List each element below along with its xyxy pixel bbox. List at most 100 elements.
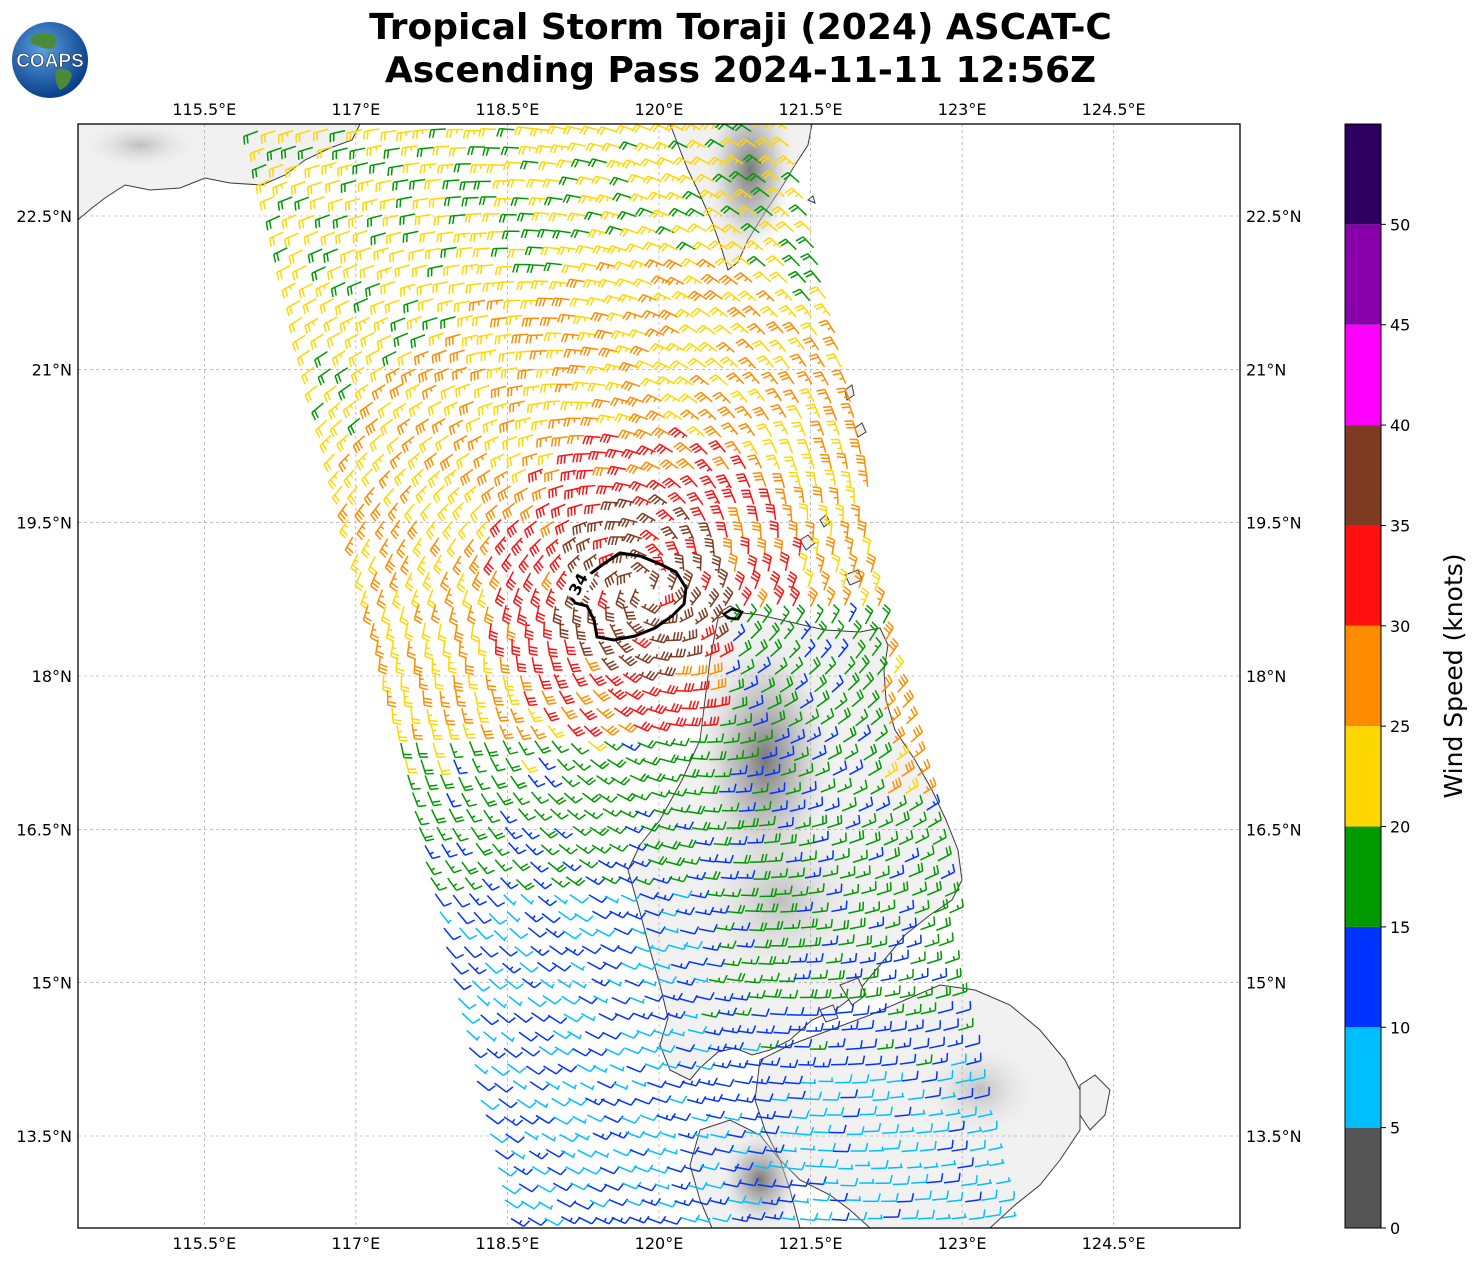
wind-barb: [683, 342, 703, 353]
wind-barb: [655, 156, 676, 166]
wind-barb: [390, 519, 401, 540]
wind-barb: [622, 533, 643, 544]
wind-barb: [570, 229, 590, 239]
wind-barb: [601, 142, 621, 152]
wind-barb: [512, 263, 531, 273]
wind-barb: [596, 414, 616, 424]
wind-barb: [617, 293, 638, 303]
wind-barb: [696, 324, 716, 335]
lat-tick-label-right: 15°N: [1246, 974, 1286, 993]
wind-barb: [516, 606, 527, 626]
wind-barb: [448, 147, 466, 157]
wind-barb: [401, 435, 415, 454]
wind-barb: [367, 214, 383, 228]
wind-barb: [784, 187, 804, 199]
wind-barb: [566, 212, 586, 222]
wind-barb: [761, 438, 778, 454]
wind-barb: [731, 255, 751, 267]
wind-barb: [580, 416, 599, 427]
wind-barb: [425, 520, 437, 540]
wind-barb: [361, 468, 373, 487]
wind-barb: [365, 282, 381, 298]
wind-barb: [678, 393, 698, 404]
wind-barb: [340, 179, 357, 193]
wind-barb: [370, 232, 386, 246]
lon-tick-label-top: 118.5°E: [475, 100, 539, 119]
wind-barb: [560, 469, 577, 482]
wind-barb: [825, 353, 842, 368]
title-line-2: Ascending Pass 2024-11-11 12:56Z: [384, 50, 1097, 91]
wind-barb: [522, 452, 538, 467]
wind-barb: [562, 194, 582, 204]
wind-barb: [363, 486, 375, 506]
wind-barb: [337, 163, 353, 177]
wind-barb: [661, 393, 681, 403]
wind-barb: [440, 316, 456, 329]
wind-barb: [640, 461, 660, 472]
wind-barb: [741, 440, 758, 455]
wind-barb: [714, 124, 735, 131]
wind-barb: [530, 588, 541, 608]
wind-barb: [639, 529, 659, 541]
wind-barb: [455, 383, 471, 398]
wind-barb: [529, 127, 549, 137]
colorbar-bin: [1345, 726, 1381, 827]
wind-barb: [798, 551, 808, 572]
wind-barb: [343, 469, 355, 489]
wind-barb: [538, 452, 554, 466]
wind-barb: [570, 158, 590, 168]
wind-barb: [500, 367, 518, 379]
wind-barb: [478, 127, 497, 137]
wind-barb: [756, 355, 775, 368]
wind-barb: [277, 130, 294, 144]
wind-barb: [498, 351, 515, 363]
wind-barb: [445, 128, 464, 138]
wind-barb: [440, 385, 456, 400]
wind-barb: [481, 486, 495, 504]
wind-barb: [353, 297, 369, 313]
wind-barb: [552, 229, 571, 239]
wind-barb: [458, 401, 474, 416]
wind-barb: [531, 211, 550, 221]
wind-barb: [640, 377, 660, 387]
wind-barb: [399, 213, 416, 226]
wind-barb: [411, 264, 428, 278]
wind-barb: [836, 452, 849, 469]
wind-barb: [752, 271, 772, 283]
wind-barb: [433, 554, 442, 575]
wind-barb: [428, 128, 446, 139]
wind-barb: [732, 521, 744, 538]
wind-barb: [389, 571, 399, 592]
wind-barb: [496, 127, 515, 137]
wind-barb: [529, 350, 547, 360]
wind-barb: [723, 155, 744, 165]
wind-barb: [372, 453, 385, 473]
wind-barb: [543, 400, 561, 411]
wind-barb: [456, 452, 470, 470]
wind-barb: [642, 393, 662, 403]
wind-barb: [740, 222, 760, 234]
wind-barb: [357, 179, 374, 192]
wind-barb: [582, 435, 601, 445]
wind-barb: [689, 374, 709, 386]
wind-barb: [511, 537, 524, 557]
wind-barb: [752, 406, 770, 421]
colorbar-bin: [1345, 124, 1381, 225]
wind-barb: [394, 264, 411, 278]
wind-barb: [243, 130, 259, 145]
wind-barb: [582, 278, 602, 289]
wind-barb: [404, 503, 415, 523]
wind-barb: [406, 316, 422, 330]
wind-barb: [831, 369, 847, 385]
wind-barb: [524, 246, 543, 256]
wind-barb: [708, 588, 720, 608]
wind-barb: [296, 349, 311, 367]
wind-barb: [431, 349, 447, 364]
wind-barb: [849, 438, 862, 455]
wind-barb: [509, 400, 525, 413]
wind-barb: [576, 331, 596, 341]
wind-barb: [465, 282, 482, 294]
wind-barb: [630, 561, 650, 574]
wind-barb: [484, 436, 499, 451]
wind-barb: [385, 231, 402, 245]
